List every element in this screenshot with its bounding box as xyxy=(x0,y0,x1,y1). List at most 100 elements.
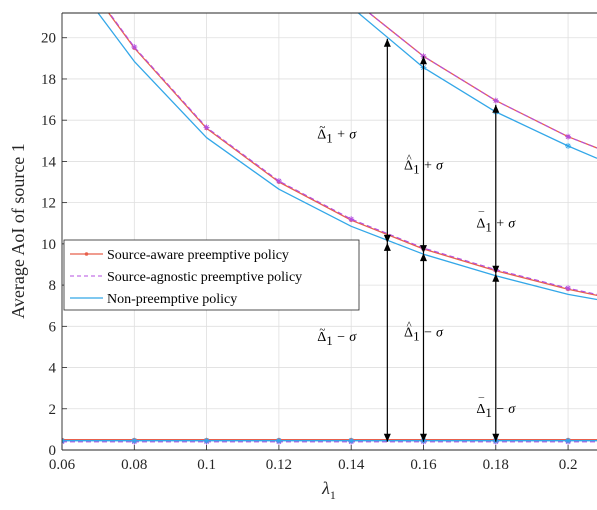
star-stroke xyxy=(349,0,353,1)
series-line-lower xyxy=(108,13,597,295)
annotation-accent: ~ xyxy=(319,122,325,134)
y-tick-label: 16 xyxy=(41,113,57,129)
star-stroke xyxy=(348,438,354,444)
y-tick-label: 20 xyxy=(41,31,56,47)
data-point xyxy=(565,133,572,140)
data-point xyxy=(348,437,355,444)
data-point xyxy=(62,437,65,444)
plot-background xyxy=(62,13,597,450)
star-stroke xyxy=(276,438,282,444)
series-line-lower xyxy=(97,13,597,301)
annotation-accent: ^ xyxy=(406,153,412,165)
double-arrow xyxy=(492,104,500,274)
annotation-symbol: Δ xyxy=(476,216,485,231)
star-stroke xyxy=(131,44,137,50)
y-tick-label: 10 xyxy=(41,237,56,253)
x-tick-label: 0.08 xyxy=(121,457,147,473)
arrow-head xyxy=(419,56,427,65)
double-arrow xyxy=(492,273,500,442)
arrow-head xyxy=(383,234,391,243)
star-stroke xyxy=(62,440,65,444)
annotation-accent: ~ xyxy=(319,324,325,336)
double-arrow xyxy=(383,38,391,243)
y-tick-label: 18 xyxy=(41,72,56,88)
y-tick-label: 4 xyxy=(49,361,57,377)
annotation-symbol: Δ xyxy=(404,159,413,174)
legend-label-agnostic: Source-agnostic preemptive policy xyxy=(107,270,302,285)
star-stroke xyxy=(131,438,137,444)
data-point xyxy=(348,216,355,223)
annotation-accent: ¯ xyxy=(478,396,485,408)
arrow-head xyxy=(383,242,391,251)
arrow-head xyxy=(419,433,427,442)
legend: Source-aware preemptive policy Source-ag… xyxy=(63,239,360,311)
arrow-annotation: Δ1 + σ xyxy=(404,159,444,177)
x-axis-title: λ1 xyxy=(321,478,336,502)
star-stroke xyxy=(204,124,210,130)
star-stroke xyxy=(565,143,571,149)
annotation-symbol: Δ xyxy=(404,326,413,341)
arrow-annotation: Δ1 − σ xyxy=(317,330,357,348)
star-stroke xyxy=(565,285,571,291)
annotation-rest: 1 xyxy=(485,219,492,234)
y-tick-label: 0 xyxy=(49,443,57,459)
arrow-head xyxy=(419,245,427,254)
legend-box xyxy=(63,239,360,311)
legend-label-aware: Source-aware preemptive policy xyxy=(107,248,289,263)
annotation-symbol: Δ xyxy=(476,402,485,417)
star-stroke xyxy=(348,216,354,222)
annotation-accent: ^ xyxy=(406,320,412,332)
arrow-layer xyxy=(383,38,500,442)
annotation-op: + σ xyxy=(492,216,516,231)
data-point xyxy=(131,437,138,444)
y-tick-label: 14 xyxy=(41,154,57,170)
arrow-head xyxy=(419,253,427,262)
legend-marker-aware xyxy=(84,252,89,256)
data-point xyxy=(275,437,282,444)
x-title-subscript: 1 xyxy=(330,488,336,502)
double-arrow xyxy=(419,253,427,442)
data-point xyxy=(565,437,572,444)
star-stroke xyxy=(62,438,65,442)
arrow-head xyxy=(492,104,500,113)
data-point xyxy=(131,44,138,51)
data-point xyxy=(203,124,210,131)
x-title-main: λ xyxy=(321,478,330,498)
arrow-head xyxy=(492,433,500,442)
arrow-annotation: Δ1 − σ xyxy=(476,402,516,420)
star-stroke xyxy=(565,134,571,140)
legend-label-nonpreemptive: Non-preemptive policy xyxy=(107,292,237,307)
arrow-head xyxy=(383,433,391,442)
annotation-op: − σ xyxy=(492,402,516,417)
star-stroke xyxy=(62,441,65,445)
arrow-annotation: Δ1 + σ xyxy=(476,216,516,234)
star-stroke xyxy=(349,0,353,1)
x-tick-label: 0.06 xyxy=(49,457,76,473)
arrow-head xyxy=(383,38,391,47)
arrow-head xyxy=(492,273,500,282)
y-tick-label: 2 xyxy=(49,402,57,418)
x-tick-label: 0.12 xyxy=(266,457,292,473)
annotation-op: + σ xyxy=(420,159,444,174)
double-arrow xyxy=(419,56,427,254)
star-stroke xyxy=(204,438,210,444)
x-tick-label: 0.16 xyxy=(410,457,437,473)
arrow-annotation: Δ1 − σ xyxy=(404,326,444,344)
star-stroke xyxy=(565,438,571,444)
annotation-rest: 1 xyxy=(485,405,492,420)
annotation-symbol: Δ xyxy=(317,330,326,345)
annotation-op: + σ xyxy=(333,128,357,143)
data-point xyxy=(203,437,210,444)
data-point xyxy=(348,0,354,2)
data-point xyxy=(565,142,572,149)
series-line-lower xyxy=(107,13,597,297)
data-point xyxy=(565,285,572,292)
y-tick-label: 6 xyxy=(49,319,57,335)
annotation-accent: ¯ xyxy=(478,210,485,222)
annotation-rest: 1 xyxy=(413,329,420,344)
x-tick-label: 0.1 xyxy=(197,457,216,473)
x-tick-label: 0.18 xyxy=(483,457,509,473)
annotation-layer: Δ1 + σ~Δ1 − σ~Δ1 + σ^Δ1 − σ^Δ1 + σ¯Δ1 − … xyxy=(317,122,516,420)
y-tick-label: 12 xyxy=(41,196,56,212)
